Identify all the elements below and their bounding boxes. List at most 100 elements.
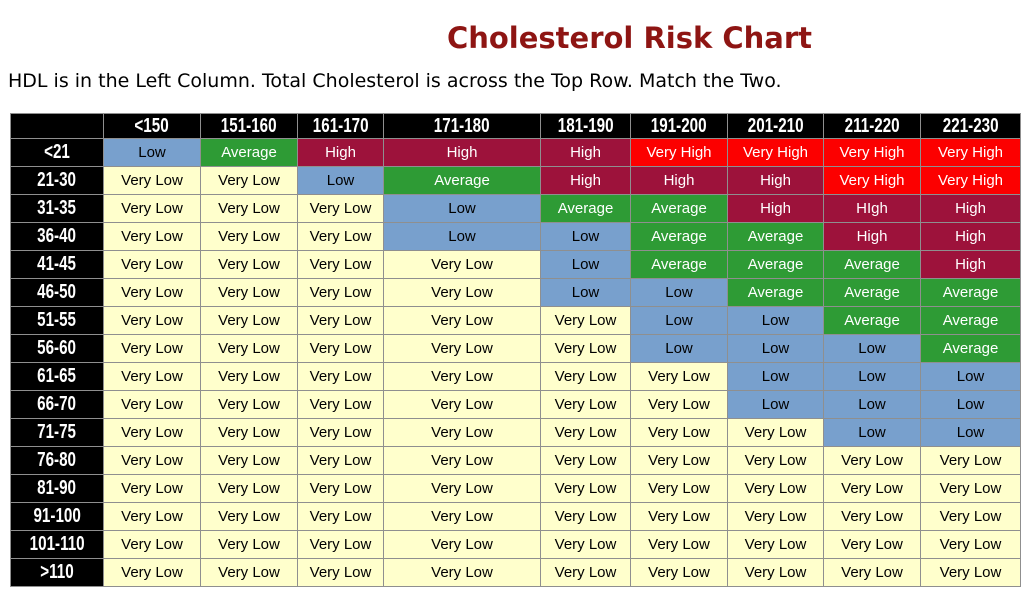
col-header: 151-160 [200, 113, 298, 139]
risk-cell: Low [823, 390, 921, 419]
risk-cell: Very Low [103, 166, 201, 195]
col-header: <150 [103, 113, 201, 139]
risk-cell: Very Low [630, 530, 728, 559]
risk-cell: Very Low [823, 558, 921, 587]
risk-cell: Very Low [200, 558, 298, 587]
risk-cell: Very Low [200, 334, 298, 363]
risk-cell: Very Low [540, 530, 631, 559]
page-title: Cholesterol Risk Chart [446, 21, 813, 55]
risk-cell: Low [727, 306, 824, 335]
table-row: 91-100 Very Low Very Low Very Low Very Low Ve… [10, 502, 1021, 531]
risk-cell: High [727, 194, 824, 223]
risk-cell: Very Low [383, 530, 541, 559]
risk-cell: Very Low [540, 558, 631, 587]
risk-cell: High [823, 222, 921, 251]
risk-cell: Very High [823, 166, 921, 195]
risk-cell: HIgh [823, 194, 921, 223]
risk-cell: Very Low [540, 502, 631, 531]
risk-cell: Very Low [630, 558, 728, 587]
risk-cell: Low [823, 334, 921, 363]
risk-cell: Very Low [297, 474, 384, 503]
risk-cell: High [540, 138, 631, 167]
risk-cell: Average [920, 306, 1021, 335]
col-header-label: 211-220 [844, 114, 900, 137]
row-header: 66-70 [10, 390, 104, 419]
risk-cell: Very Low [727, 474, 824, 503]
col-header-label: <150 [134, 114, 170, 137]
row-header: 51-55 [10, 306, 104, 335]
risk-cell: Very Low [200, 250, 298, 279]
table-row: 81-90 Very Low Very Low Very Low Very Low Ver… [10, 474, 1021, 503]
risk-cell: High [630, 166, 728, 195]
row-header: >110 [10, 558, 104, 587]
risk-cell: Very Low [200, 194, 298, 223]
risk-cell: Very Low [297, 222, 384, 251]
row-header-label: 46-50 [37, 281, 77, 303]
risk-cell: Very Low [540, 362, 631, 391]
risk-cell: Very Low [103, 194, 201, 223]
col-header: 191-200 [630, 113, 728, 139]
risk-cell: Very Low [630, 362, 728, 391]
col-header-label: 161-170 [312, 114, 369, 137]
risk-cell: Very Low [200, 306, 298, 335]
risk-cell: Low [540, 222, 631, 251]
risk-cell: Average [823, 250, 921, 279]
risk-cell: Low [630, 334, 728, 363]
risk-cell: Very Low [630, 474, 728, 503]
col-header-label: 171-180 [434, 114, 490, 137]
risk-cell: High [383, 138, 541, 167]
risk-cell: Average [727, 222, 824, 251]
risk-cell: Average [823, 278, 921, 307]
risk-cell: Very Low [920, 502, 1021, 531]
risk-cell: Low [920, 390, 1021, 419]
col-header-label: 151-160 [221, 114, 277, 137]
risk-cell: Very Low [383, 362, 541, 391]
risk-cell: Very Low [297, 446, 384, 475]
risk-cell: Low [823, 418, 921, 447]
risk-cell: Very Low [103, 502, 201, 531]
row-header-label: <21 [44, 141, 70, 163]
risk-cell: Low [630, 306, 728, 335]
row-header-label: 91-100 [33, 505, 81, 527]
table-row: <21 Low Average High High High Very High Very H… [10, 138, 1021, 167]
risk-cell: Very Low [200, 530, 298, 559]
risk-cell: Very Low [630, 502, 728, 531]
risk-cell: Very Low [383, 558, 541, 587]
row-header-label: 56-60 [37, 337, 77, 359]
risk-cell: Very Low [200, 418, 298, 447]
row-header: 46-50 [10, 278, 104, 307]
risk-cell: Very Low [630, 390, 728, 419]
risk-cell: Very Low [297, 558, 384, 587]
risk-cell: Very Low [920, 474, 1021, 503]
risk-cell: Very Low [727, 558, 824, 587]
row-header-label: 31-35 [37, 197, 77, 219]
table-row: 66-70 Very Low Very Low Very Low Very Low Ver… [10, 390, 1021, 419]
risk-cell: Average [630, 222, 728, 251]
risk-cell: Very High [630, 138, 728, 167]
risk-cell: Average [727, 250, 824, 279]
risk-cell: Average [540, 194, 631, 223]
risk-cell: High [727, 166, 824, 195]
risk-cell: Very Low [103, 334, 201, 363]
row-header-label: 71-75 [37, 421, 77, 443]
risk-cell: Average [920, 334, 1021, 363]
risk-cell: Very Low [383, 278, 541, 307]
risk-cell: Very Low [383, 306, 541, 335]
table-row: 56-60 Very Low Very Low Very Low Very Low Ver… [10, 334, 1021, 363]
risk-cell: Low [630, 278, 728, 307]
risk-cell: Very Low [103, 390, 201, 419]
row-header-label: 61-65 [37, 365, 77, 387]
risk-cell: Very Low [540, 306, 631, 335]
risk-cell: Very Low [297, 530, 384, 559]
risk-cell: Low [383, 222, 541, 251]
risk-cell: Very Low [383, 250, 541, 279]
row-header-label: 101-110 [29, 533, 85, 555]
risk-cell: Average [383, 166, 541, 195]
risk-cell: Very Low [727, 502, 824, 531]
chart-instructions: HDL is in the Left Column. Total Cholest… [8, 70, 782, 92]
table-row: 71-75 Very Low Very Low Very Low Very Low Ver… [10, 418, 1021, 447]
risk-cell: Average [630, 194, 728, 223]
row-header: 56-60 [10, 334, 104, 363]
risk-cell: Very Low [103, 362, 201, 391]
risk-cell: Low [383, 194, 541, 223]
